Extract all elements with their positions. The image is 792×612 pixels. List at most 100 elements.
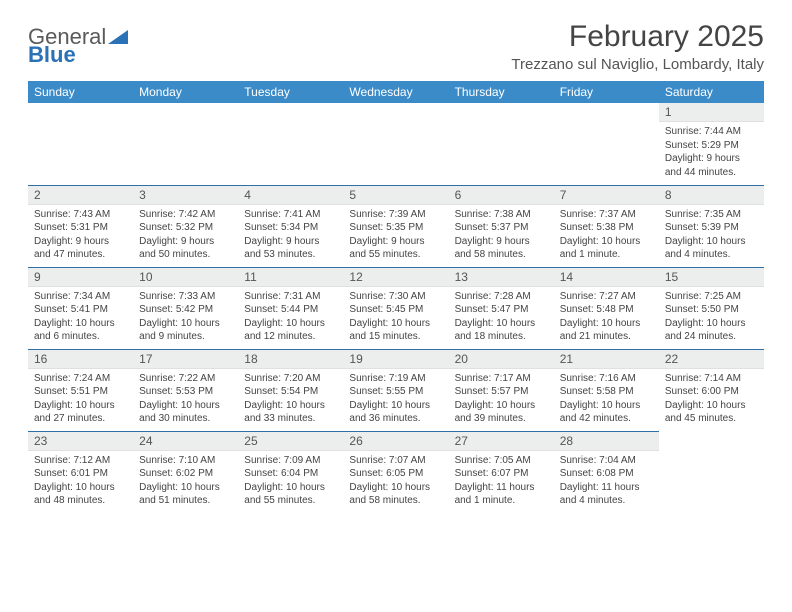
sunrise-text: Sunrise: 7:41 AM (244, 208, 337, 222)
calendar-day-cell (133, 103, 238, 185)
daylight-text: Daylight: 10 hours and 36 minutes. (349, 399, 442, 426)
day-number: 19 (343, 350, 448, 369)
sunrise-text: Sunrise: 7:33 AM (139, 290, 232, 304)
day-number (343, 103, 448, 107)
calendar-day-cell: 12Sunrise: 7:30 AMSunset: 5:45 PMDayligh… (343, 267, 448, 349)
sunset-text: Sunset: 6:00 PM (665, 385, 758, 399)
calendar-day-cell: 6Sunrise: 7:38 AMSunset: 5:37 PMDaylight… (449, 185, 554, 267)
sunrise-text: Sunrise: 7:31 AM (244, 290, 337, 304)
calendar-day-cell: 8Sunrise: 7:35 AMSunset: 5:39 PMDaylight… (659, 185, 764, 267)
sunrise-text: Sunrise: 7:39 AM (349, 208, 442, 222)
header: General Blue February 2025 Trezzano sul … (28, 20, 764, 73)
daylight-text: Daylight: 11 hours and 4 minutes. (560, 481, 653, 508)
daylight-text: Daylight: 10 hours and 12 minutes. (244, 317, 337, 344)
day-number (659, 431, 764, 435)
sunset-text: Sunset: 6:01 PM (34, 467, 127, 481)
daylight-text: Daylight: 10 hours and 51 minutes. (139, 481, 232, 508)
day-details: Sunrise: 7:17 AMSunset: 5:57 PMDaylight:… (449, 369, 554, 430)
day-number: 7 (554, 186, 659, 205)
sunrise-text: Sunrise: 7:10 AM (139, 454, 232, 468)
day-details: Sunrise: 7:20 AMSunset: 5:54 PMDaylight:… (238, 369, 343, 430)
daylight-text: Daylight: 10 hours and 55 minutes. (244, 481, 337, 508)
calendar-day-cell: 9Sunrise: 7:34 AMSunset: 5:41 PMDaylight… (28, 267, 133, 349)
sunset-text: Sunset: 5:51 PM (34, 385, 127, 399)
daylight-text: Daylight: 10 hours and 30 minutes. (139, 399, 232, 426)
calendar-day-cell: 20Sunrise: 7:17 AMSunset: 5:57 PMDayligh… (449, 349, 554, 431)
day-number: 27 (449, 432, 554, 451)
calendar-day-cell: 19Sunrise: 7:19 AMSunset: 5:55 PMDayligh… (343, 349, 448, 431)
brand-logo: General Blue (28, 26, 128, 66)
calendar-day-cell: 1Sunrise: 7:44 AMSunset: 5:29 PMDaylight… (659, 103, 764, 185)
sunrise-text: Sunrise: 7:38 AM (455, 208, 548, 222)
day-details: Sunrise: 7:14 AMSunset: 6:00 PMDaylight:… (659, 369, 764, 430)
sunset-text: Sunset: 5:47 PM (455, 303, 548, 317)
day-number: 16 (28, 350, 133, 369)
day-details: Sunrise: 7:07 AMSunset: 6:05 PMDaylight:… (343, 451, 448, 512)
title-block: February 2025 Trezzano sul Naviglio, Lom… (511, 20, 764, 73)
daylight-text: Daylight: 10 hours and 45 minutes. (665, 399, 758, 426)
day-number (28, 103, 133, 107)
day-details: Sunrise: 7:35 AMSunset: 5:39 PMDaylight:… (659, 205, 764, 266)
daylight-text: Daylight: 10 hours and 24 minutes. (665, 317, 758, 344)
location-text: Trezzano sul Naviglio, Lombardy, Italy (511, 56, 764, 73)
calendar-day-cell (343, 103, 448, 185)
sunrise-text: Sunrise: 7:14 AM (665, 372, 758, 386)
sunset-text: Sunset: 5:48 PM (560, 303, 653, 317)
day-details: Sunrise: 7:16 AMSunset: 5:58 PMDaylight:… (554, 369, 659, 430)
day-number: 14 (554, 268, 659, 287)
sunrise-text: Sunrise: 7:20 AM (244, 372, 337, 386)
calendar-day-cell (449, 103, 554, 185)
calendar-day-cell (28, 103, 133, 185)
day-number: 3 (133, 186, 238, 205)
day-details: Sunrise: 7:10 AMSunset: 6:02 PMDaylight:… (133, 451, 238, 512)
sunrise-text: Sunrise: 7:44 AM (665, 125, 758, 139)
sunset-text: Sunset: 6:02 PM (139, 467, 232, 481)
weekday-header: Thursday (449, 81, 554, 103)
day-details: Sunrise: 7:27 AMSunset: 5:48 PMDaylight:… (554, 287, 659, 348)
calendar-day-cell: 17Sunrise: 7:22 AMSunset: 5:53 PMDayligh… (133, 349, 238, 431)
day-number: 23 (28, 432, 133, 451)
calendar-week-row: 23Sunrise: 7:12 AMSunset: 6:01 PMDayligh… (28, 431, 764, 513)
calendar-week-row: 9Sunrise: 7:34 AMSunset: 5:41 PMDaylight… (28, 267, 764, 349)
sunrise-text: Sunrise: 7:17 AM (455, 372, 548, 386)
day-number: 26 (343, 432, 448, 451)
day-number: 18 (238, 350, 343, 369)
logo-text-block: General Blue (28, 26, 128, 66)
calendar-week-row: 1Sunrise: 7:44 AMSunset: 5:29 PMDaylight… (28, 103, 764, 185)
calendar-day-cell: 26Sunrise: 7:07 AMSunset: 6:05 PMDayligh… (343, 431, 448, 513)
sunrise-text: Sunrise: 7:37 AM (560, 208, 653, 222)
sunset-text: Sunset: 5:55 PM (349, 385, 442, 399)
calendar-day-cell: 11Sunrise: 7:31 AMSunset: 5:44 PMDayligh… (238, 267, 343, 349)
calendar-day-cell: 2Sunrise: 7:43 AMSunset: 5:31 PMDaylight… (28, 185, 133, 267)
day-number: 9 (28, 268, 133, 287)
calendar-day-cell: 7Sunrise: 7:37 AMSunset: 5:38 PMDaylight… (554, 185, 659, 267)
sunrise-text: Sunrise: 7:09 AM (244, 454, 337, 468)
sunset-text: Sunset: 5:57 PM (455, 385, 548, 399)
weekday-header: Sunday (28, 81, 133, 103)
sunrise-text: Sunrise: 7:28 AM (455, 290, 548, 304)
daylight-text: Daylight: 10 hours and 18 minutes. (455, 317, 548, 344)
day-number: 2 (28, 186, 133, 205)
sunset-text: Sunset: 5:53 PM (139, 385, 232, 399)
day-number: 4 (238, 186, 343, 205)
daylight-text: Daylight: 9 hours and 50 minutes. (139, 235, 232, 262)
day-details: Sunrise: 7:12 AMSunset: 6:01 PMDaylight:… (28, 451, 133, 512)
sunrise-text: Sunrise: 7:04 AM (560, 454, 653, 468)
daylight-text: Daylight: 9 hours and 47 minutes. (34, 235, 127, 262)
day-number: 22 (659, 350, 764, 369)
day-details: Sunrise: 7:43 AMSunset: 5:31 PMDaylight:… (28, 205, 133, 266)
day-number: 20 (449, 350, 554, 369)
sunrise-text: Sunrise: 7:22 AM (139, 372, 232, 386)
day-details: Sunrise: 7:39 AMSunset: 5:35 PMDaylight:… (343, 205, 448, 266)
sunset-text: Sunset: 6:07 PM (455, 467, 548, 481)
daylight-text: Daylight: 9 hours and 55 minutes. (349, 235, 442, 262)
calendar-day-cell: 13Sunrise: 7:28 AMSunset: 5:47 PMDayligh… (449, 267, 554, 349)
day-number: 15 (659, 268, 764, 287)
calendar-day-cell: 14Sunrise: 7:27 AMSunset: 5:48 PMDayligh… (554, 267, 659, 349)
sunset-text: Sunset: 6:05 PM (349, 467, 442, 481)
sunset-text: Sunset: 5:38 PM (560, 221, 653, 235)
calendar-day-cell: 10Sunrise: 7:33 AMSunset: 5:42 PMDayligh… (133, 267, 238, 349)
sunrise-text: Sunrise: 7:07 AM (349, 454, 442, 468)
day-details: Sunrise: 7:25 AMSunset: 5:50 PMDaylight:… (659, 287, 764, 348)
day-details: Sunrise: 7:41 AMSunset: 5:34 PMDaylight:… (238, 205, 343, 266)
